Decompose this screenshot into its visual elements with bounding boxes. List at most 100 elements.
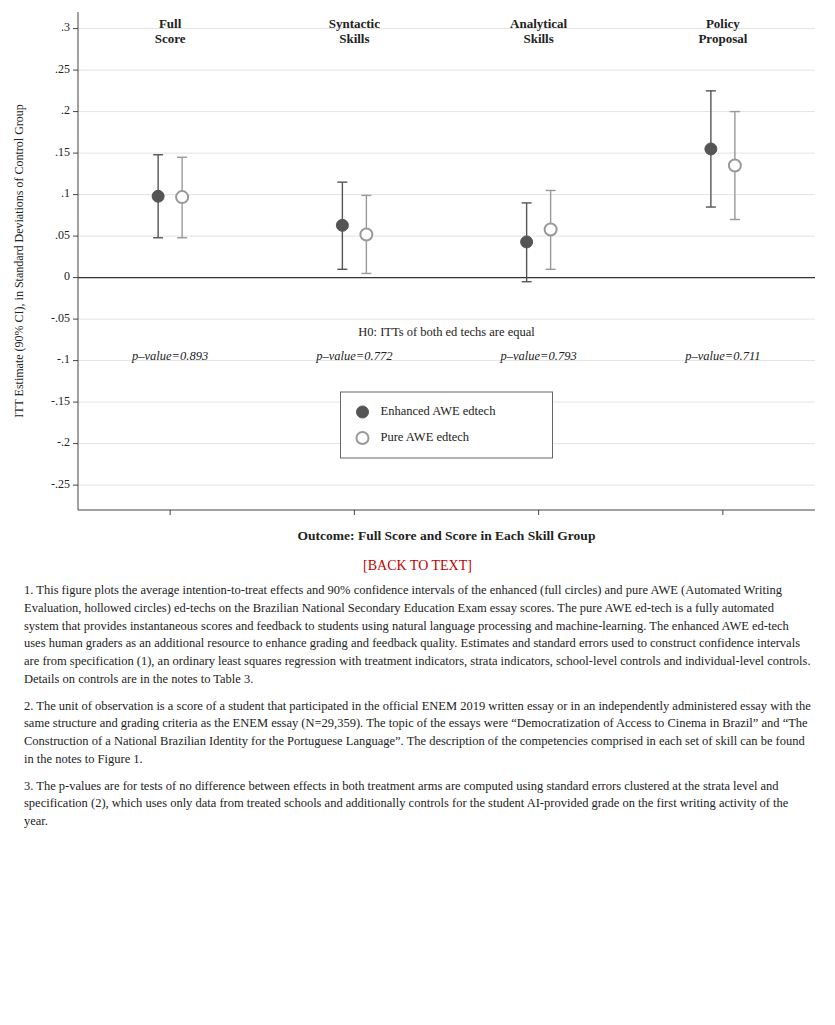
grid-line: [78, 485, 815, 486]
error-bar: [361, 195, 371, 273]
error-bar: [337, 182, 347, 269]
error-bar-cap: [361, 195, 371, 196]
grid-line: [78, 319, 815, 320]
y-tick-label: .25: [55, 62, 70, 76]
y-tick: [73, 236, 78, 237]
y-tick: [73, 360, 78, 361]
error-bar-cap: [337, 269, 347, 270]
y-axis: .3 .25 .2 .15 .1 .05 0 -.05 -.1 -.15 -.2 -.25: [51, 12, 78, 510]
category-label: SyntacticSkills: [329, 16, 381, 46]
error-bar-cap: [337, 181, 347, 182]
notes-heading: [BACK TO TEXT]: [24, 558, 811, 574]
category-label-line: Policy: [706, 16, 740, 31]
category-label: AnalyticalSkills: [510, 16, 567, 46]
y-tick: [73, 153, 78, 154]
y-axis-line: [78, 12, 79, 510]
y-tick-label: 0: [64, 269, 70, 283]
zero-line: [78, 277, 815, 278]
y-tick-label: .1: [61, 186, 70, 200]
y-tick-label: .3: [61, 20, 70, 34]
point: [705, 143, 717, 155]
y-tick: [73, 194, 78, 195]
note-paragraph: 3. The p-values are for tests of no diff…: [24, 778, 811, 831]
y-tick: [73, 443, 78, 444]
y-tick: [73, 277, 78, 278]
error-bar-cap: [546, 269, 556, 270]
error-bar-cap: [177, 157, 187, 158]
legend-swatch: [357, 406, 369, 418]
point: [152, 190, 164, 202]
legend-box: [341, 392, 553, 458]
category-label: FullScore: [155, 16, 186, 46]
grid-line: [78, 111, 815, 112]
p-value: p–value=0.793: [500, 349, 577, 363]
error-bar-cap: [522, 281, 532, 282]
y-tick-label: -.1: [57, 352, 70, 366]
y-tick: [73, 111, 78, 112]
legend: Enhanced AWE edtech Pure AWE edtech: [341, 392, 553, 458]
error-bar: [522, 203, 532, 282]
error-bar: [706, 91, 716, 207]
error-bar-cap: [730, 219, 740, 220]
x-axis-line: [78, 510, 815, 511]
y-tick-label: -.15: [51, 394, 70, 408]
error-bar-cap: [706, 90, 716, 91]
y-axis-label: ITT Estimate (90% CI), in Standard Devia…: [12, 104, 26, 418]
y-tick-label: -.05: [51, 311, 70, 325]
data: [152, 91, 741, 282]
error-bar-cap: [706, 206, 716, 207]
y-tick: [73, 70, 78, 71]
point: [176, 191, 188, 203]
error-bar: [730, 112, 740, 220]
error-bar-cap: [522, 202, 532, 203]
error-bar-cap: [546, 190, 556, 191]
error-bar: [177, 157, 187, 238]
note-paragraph: 1. This figure plots the average intenti…: [24, 582, 811, 689]
grid-line: [78, 153, 815, 154]
y-tick-label: -.25: [51, 477, 70, 491]
p-value: p–value=0.711: [684, 349, 760, 363]
category-label: PolicyProposal: [698, 16, 747, 46]
point: [336, 219, 348, 231]
error-bar-cap: [730, 111, 740, 112]
y-tick: [73, 402, 78, 403]
chart-area: .3 .25 .2 .15 .1 .05 0 -.05 -.1 -.15 -.2 -.25 ITT Es…: [0, 0, 835, 552]
y-tick-label: .15: [55, 145, 70, 159]
point: [360, 228, 372, 240]
x-tick: [170, 510, 171, 515]
legend-swatch: [357, 432, 369, 444]
legend-label: Pure AWE edtech: [381, 430, 470, 444]
grid-line: [78, 236, 815, 237]
y-tick: [73, 485, 78, 486]
category-label-line: Syntactic: [329, 16, 381, 31]
x-tick: [538, 510, 539, 515]
y-tick-label: -.2: [57, 435, 70, 449]
error-bar-cap: [153, 237, 163, 238]
error-bar-cap: [177, 237, 187, 238]
series: [176, 112, 741, 274]
legend-label: Enhanced AWE edtech: [381, 404, 497, 418]
error-bar: [546, 190, 556, 269]
y-tick: [73, 319, 78, 320]
category-label-line: Proposal: [698, 31, 747, 46]
grid-line: [78, 28, 815, 29]
note-paragraph: 2. The unit of observation is a score of…: [24, 698, 811, 769]
error-bar-cap: [361, 273, 371, 274]
y-tick-label: .2: [61, 103, 70, 117]
chart: .3 .25 .2 .15 .1 .05 0 -.05 -.1 -.15 -.2 -.25 ITT Es…: [0, 0, 835, 552]
category-label-line: Skills: [523, 31, 553, 46]
point: [729, 160, 741, 172]
category-label-line: Full: [159, 16, 182, 31]
annotation: H0: ITTs of both ed techs are equal: [358, 325, 535, 339]
p-value: p–value=0.772: [315, 349, 392, 363]
series: [152, 91, 717, 282]
category-label-line: Score: [155, 31, 186, 46]
x-axis: FullScoreSyntacticSkillsAnalyticalSkills…: [155, 16, 748, 515]
y-tick: [73, 28, 78, 29]
error-bar: [153, 155, 163, 238]
point: [545, 223, 557, 235]
x-axis-label: Outcome: Full Score and Score in Each Sk…: [298, 528, 596, 543]
y-tick-label: .05: [55, 228, 70, 242]
p-value: p–value=0.893: [131, 349, 208, 363]
point: [521, 236, 533, 248]
